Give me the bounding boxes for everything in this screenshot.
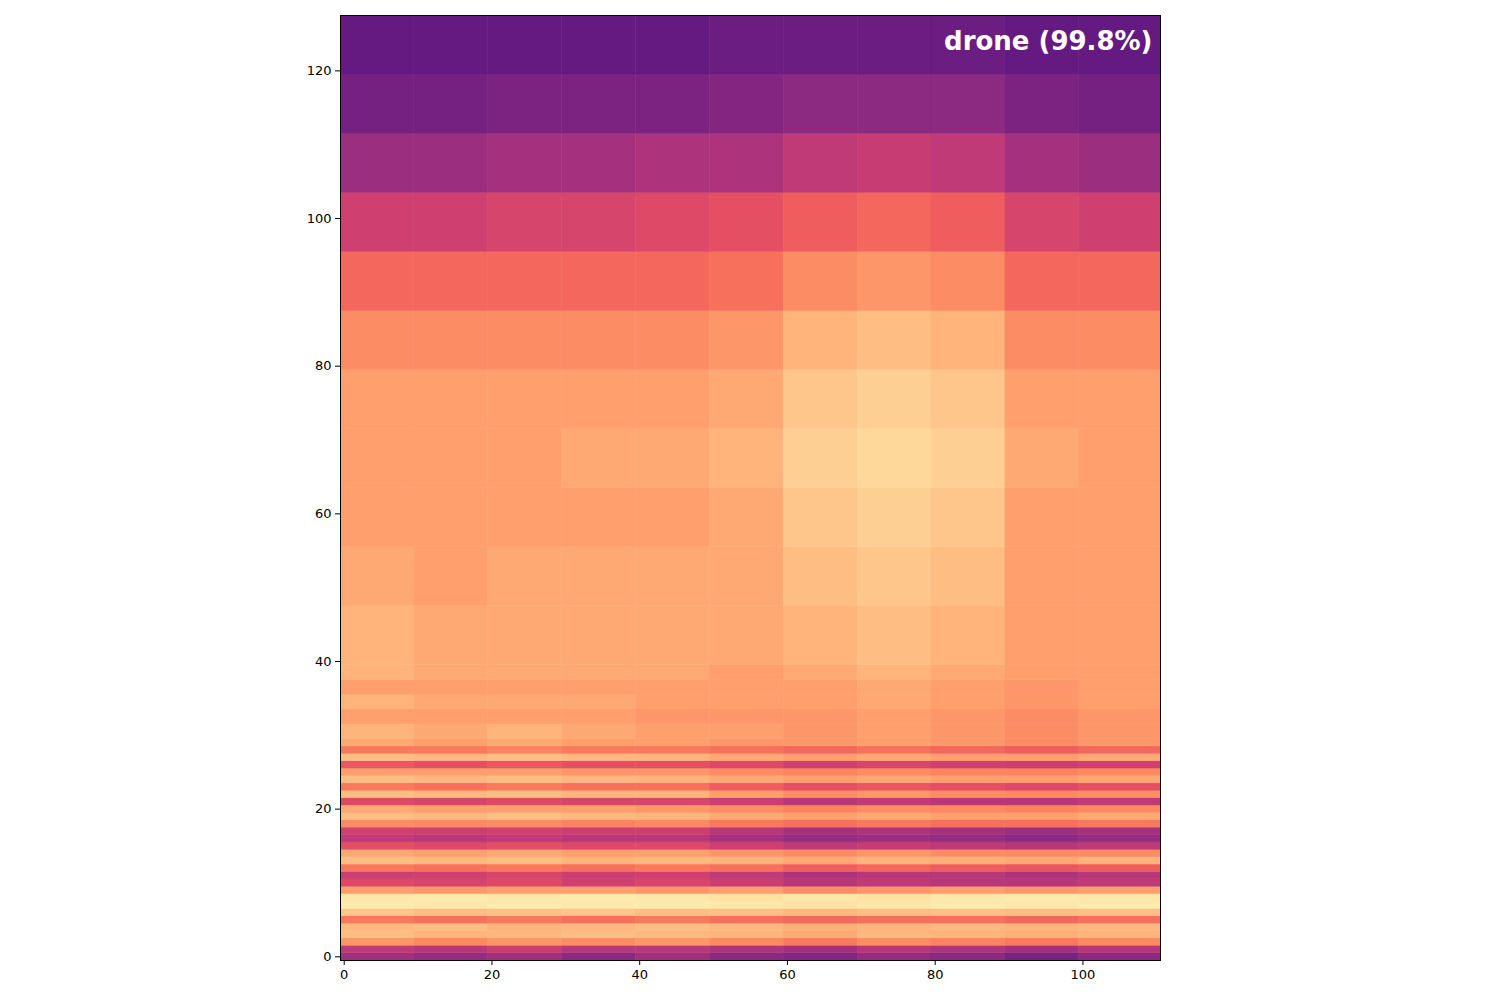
svg-text:80: 80 [927, 967, 944, 982]
svg-text:60: 60 [779, 967, 796, 982]
svg-text:0: 0 [323, 949, 331, 964]
svg-text:100: 100 [1071, 967, 1096, 982]
svg-text:drone (99.8%): drone (99.8%) [944, 26, 1152, 56]
svg-text:80: 80 [315, 358, 332, 373]
svg-text:0: 0 [340, 967, 348, 982]
svg-text:20: 20 [484, 967, 501, 982]
svg-text:120: 120 [307, 63, 332, 78]
svg-text:20: 20 [315, 801, 332, 816]
svg-text:40: 40 [631, 967, 648, 982]
svg-text:40: 40 [315, 654, 332, 669]
svg-text:100: 100 [307, 211, 332, 226]
svg-text:60: 60 [315, 506, 332, 521]
